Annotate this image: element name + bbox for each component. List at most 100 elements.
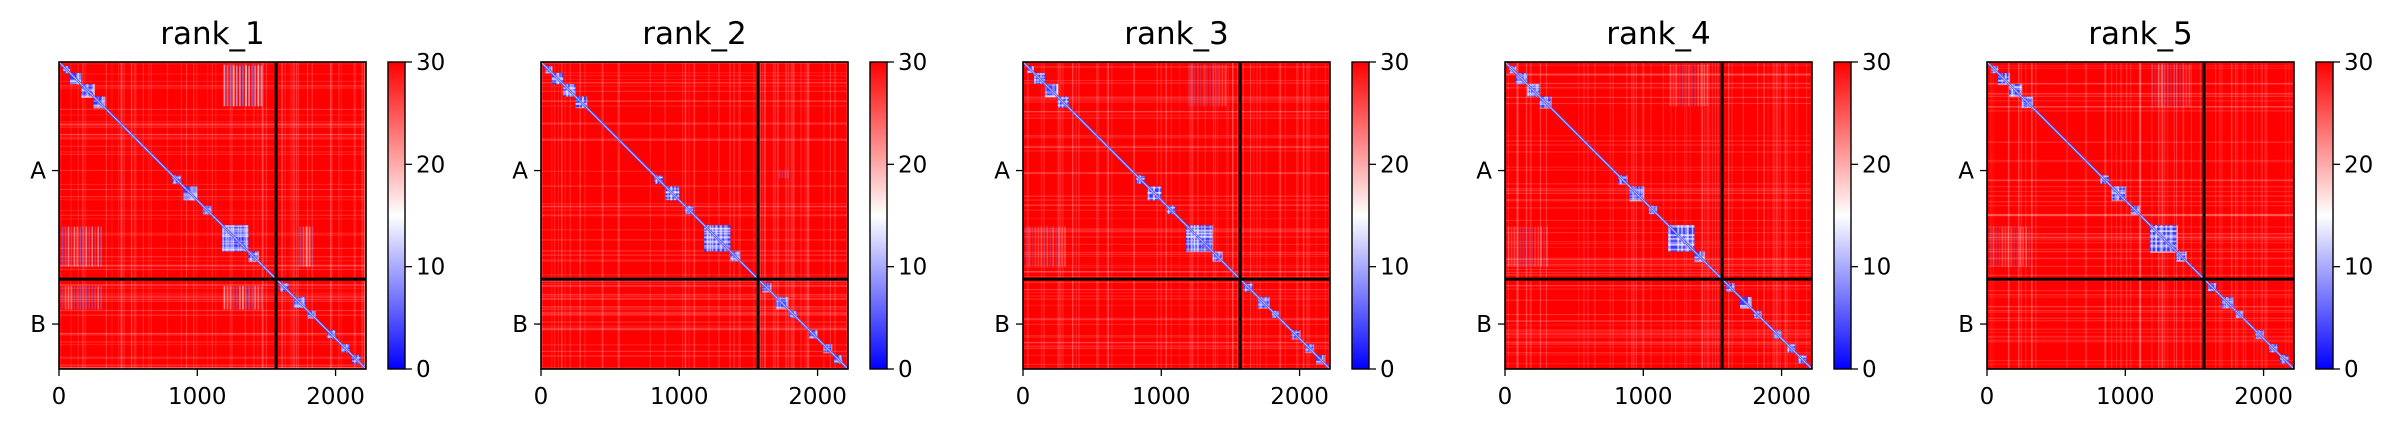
texture-line bbox=[1987, 331, 2294, 333]
off-diagonal-stripe bbox=[1046, 226, 1049, 267]
block-texture bbox=[724, 225, 727, 252]
texture-line bbox=[541, 321, 848, 323]
off-diagonal-stripe bbox=[2019, 226, 2022, 267]
block-texture bbox=[2235, 316, 2243, 319]
block-texture bbox=[2150, 245, 2177, 247]
texture-line bbox=[1023, 251, 1330, 254]
texture-line bbox=[1156, 62, 1158, 369]
block-texture bbox=[665, 195, 680, 197]
block-texture bbox=[654, 176, 663, 178]
texture-line bbox=[2035, 62, 2037, 369]
block-texture bbox=[307, 316, 315, 318]
texture-line bbox=[59, 268, 366, 271]
off-diagonal-stripe bbox=[229, 64, 232, 107]
block-texture bbox=[809, 337, 818, 339]
block-texture bbox=[333, 330, 335, 339]
block-texture bbox=[2111, 190, 2126, 193]
block-texture bbox=[1053, 84, 1055, 97]
block-texture bbox=[1799, 355, 1802, 364]
texture-line bbox=[2008, 62, 2010, 369]
off-diagonal-stripe bbox=[238, 64, 241, 107]
block-texture bbox=[2021, 106, 2033, 109]
texture-line bbox=[1023, 317, 1330, 319]
texture-line bbox=[541, 314, 848, 316]
block-texture bbox=[1998, 83, 2010, 86]
block-texture bbox=[2155, 225, 2158, 252]
block-texture bbox=[222, 225, 249, 228]
texture-line bbox=[1071, 62, 1074, 369]
block-texture bbox=[1529, 84, 1532, 97]
heatmap-panel-5: rank_5 0 1000 2000 A B 0 10 20 30 bbox=[1958, 16, 2373, 410]
texture-line bbox=[1505, 261, 1812, 263]
block-texture bbox=[823, 344, 832, 346]
texture-line bbox=[289, 62, 291, 369]
texture-line bbox=[541, 311, 848, 313]
off-diagonal-stripe bbox=[64, 226, 67, 267]
block-texture bbox=[1740, 306, 1752, 308]
texture-line bbox=[111, 62, 113, 369]
block-texture bbox=[1158, 186, 1161, 201]
texture-line bbox=[1609, 62, 1611, 369]
off-diagonal-patch bbox=[1669, 64, 1709, 107]
texture-line bbox=[788, 62, 790, 369]
block-texture bbox=[231, 225, 233, 252]
texture-line bbox=[800, 62, 802, 369]
texture-line bbox=[1631, 62, 1633, 369]
block-texture bbox=[255, 251, 257, 262]
texture-line bbox=[1023, 114, 1330, 116]
off-diagonal-stripe bbox=[308, 226, 311, 267]
block-texture bbox=[2170, 225, 2172, 252]
texture-line bbox=[2115, 62, 2118, 369]
texture-line bbox=[1662, 62, 1665, 369]
texture-line bbox=[1505, 265, 1812, 267]
block-texture bbox=[1668, 234, 1695, 237]
texture-line bbox=[1284, 62, 1286, 369]
block-texture bbox=[352, 360, 361, 362]
texture-line bbox=[361, 62, 363, 369]
block-texture bbox=[1042, 73, 1044, 85]
block-texture bbox=[2178, 251, 2181, 262]
block-texture bbox=[1668, 225, 1671, 252]
off-diagonal-stripe bbox=[1989, 226, 1992, 267]
block-texture bbox=[709, 225, 711, 252]
colorbar-fill bbox=[1352, 62, 1369, 369]
off-diagonal-stripe bbox=[1684, 64, 1687, 107]
block-texture bbox=[2176, 253, 2187, 256]
off-diagonal-stripe bbox=[1703, 64, 1706, 107]
block-texture bbox=[70, 81, 82, 83]
texture-line bbox=[601, 62, 604, 369]
block-texture bbox=[222, 249, 249, 251]
texture-line bbox=[1023, 288, 1330, 291]
texture-line bbox=[1505, 258, 1812, 260]
texture-line bbox=[541, 313, 848, 315]
block-texture bbox=[1034, 73, 1046, 75]
texture-line bbox=[1505, 332, 1812, 335]
block-texture bbox=[2009, 85, 2022, 88]
block-texture bbox=[1065, 96, 1067, 108]
off-diagonal-stripe bbox=[1706, 64, 1709, 107]
texture-line bbox=[166, 62, 169, 369]
texture-line bbox=[59, 108, 366, 110]
texture-line bbox=[1539, 62, 1542, 369]
off-diagonal-stripe bbox=[94, 286, 96, 310]
block-texture bbox=[1677, 225, 1680, 252]
texture-line bbox=[791, 62, 793, 369]
texture-line bbox=[541, 105, 848, 107]
texture-line bbox=[541, 82, 848, 84]
texture-line bbox=[180, 62, 183, 369]
block-texture bbox=[1244, 288, 1253, 291]
block-texture bbox=[786, 297, 788, 309]
texture-line bbox=[541, 293, 848, 296]
block-texture bbox=[1292, 330, 1295, 339]
off-diagonal-stripe bbox=[232, 286, 235, 310]
block-texture bbox=[1524, 73, 1526, 85]
block-texture bbox=[1136, 176, 1145, 178]
texture-line bbox=[133, 62, 135, 369]
block-texture bbox=[172, 182, 181, 184]
block-texture bbox=[2176, 260, 2187, 262]
heatmap-panel-3: rank_3 0 1000 2000 A B 0 10 20 30 bbox=[994, 16, 1409, 410]
texture-line bbox=[1279, 62, 1281, 369]
block-texture bbox=[1193, 225, 1195, 252]
block-texture bbox=[1516, 81, 1528, 83]
texture-line bbox=[1023, 264, 1330, 267]
